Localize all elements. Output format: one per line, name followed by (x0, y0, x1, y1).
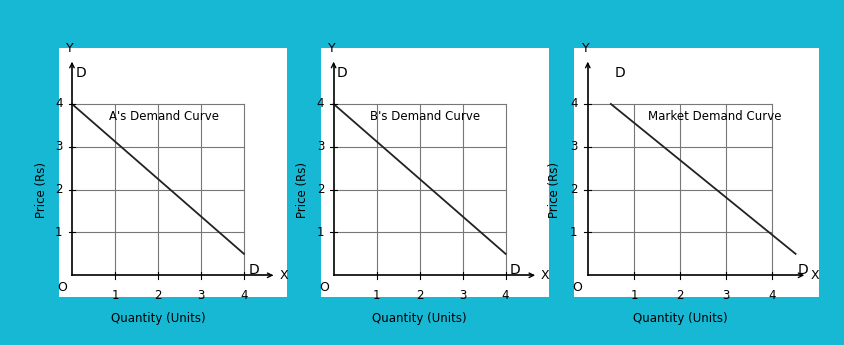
Text: Price (Rs): Price (Rs) (296, 161, 309, 218)
Text: O: O (319, 281, 329, 294)
Text: 1: 1 (55, 226, 62, 239)
Text: Market Demand Curve: Market Demand Curve (648, 110, 782, 124)
Text: D: D (614, 67, 625, 80)
Text: 1: 1 (373, 289, 381, 302)
Text: D: D (75, 67, 86, 80)
Text: 3: 3 (571, 140, 577, 153)
Text: 1: 1 (111, 289, 119, 302)
Text: 3: 3 (316, 140, 324, 153)
Text: D: D (510, 263, 521, 277)
Text: 4: 4 (769, 289, 776, 302)
Text: A's Demand Curve: A's Demand Curve (109, 110, 219, 124)
Text: D: D (798, 263, 809, 277)
Text: 1: 1 (316, 226, 324, 239)
Text: 1: 1 (630, 289, 638, 302)
Text: X: X (279, 269, 288, 282)
Text: X: X (810, 269, 819, 282)
Text: D: D (248, 263, 259, 277)
Text: 2: 2 (316, 183, 324, 196)
Text: 1: 1 (570, 226, 577, 239)
Text: B's Demand Curve: B's Demand Curve (371, 110, 480, 124)
Text: 2: 2 (416, 289, 424, 302)
Text: Y: Y (327, 42, 335, 55)
Text: D: D (337, 67, 348, 80)
Text: 3: 3 (55, 140, 62, 153)
Text: 4: 4 (502, 289, 509, 302)
Text: Quantity (Units): Quantity (Units) (111, 312, 205, 325)
Text: 4: 4 (570, 98, 577, 110)
Text: 3: 3 (197, 289, 204, 302)
Text: Price (Rs): Price (Rs) (35, 161, 47, 218)
Text: 3: 3 (722, 289, 730, 302)
Text: 2: 2 (676, 289, 684, 302)
Text: 2: 2 (570, 183, 577, 196)
Text: O: O (573, 281, 582, 294)
Text: Y: Y (66, 42, 73, 55)
Text: 3: 3 (459, 289, 466, 302)
Text: Quantity (Units): Quantity (Units) (633, 312, 728, 325)
Text: 4: 4 (55, 98, 62, 110)
Text: X: X (541, 269, 549, 282)
Text: 2: 2 (55, 183, 62, 196)
Text: 2: 2 (154, 289, 162, 302)
Text: O: O (57, 281, 68, 294)
Text: Quantity (Units): Quantity (Units) (372, 312, 467, 325)
Text: 4: 4 (316, 98, 324, 110)
Text: Price (Rs): Price (Rs) (548, 161, 561, 218)
Text: 4: 4 (241, 289, 247, 302)
Text: Y: Y (582, 42, 589, 55)
